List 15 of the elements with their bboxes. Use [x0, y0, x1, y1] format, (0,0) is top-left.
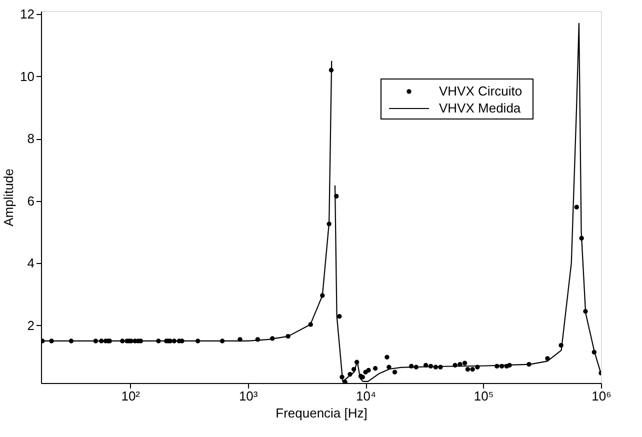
y-tick-label: 12 [20, 6, 34, 22]
y-tick-label: 8 [27, 131, 34, 146]
y-tick-label: 2 [27, 318, 34, 333]
x-tick-label: 10⁵ [474, 388, 494, 404]
x-axis-title: Frequencia [Hz] [276, 406, 368, 420]
y-tick-label: 10 [20, 68, 34, 84]
x-tick-label: 10² [121, 388, 141, 404]
legend-label: VHVX Medida [439, 100, 522, 116]
y-tick-label: 6 [27, 193, 34, 208]
x-tick-label: 10⁴ [356, 388, 376, 404]
y-tick-label: 4 [27, 256, 34, 271]
x-tick-label: 10⁶ [592, 388, 612, 404]
x-tick-label: 10³ [238, 388, 258, 404]
legend-label: VHVX Circuito [439, 84, 522, 98]
y-axis-title: Amplitude [1, 168, 16, 226]
